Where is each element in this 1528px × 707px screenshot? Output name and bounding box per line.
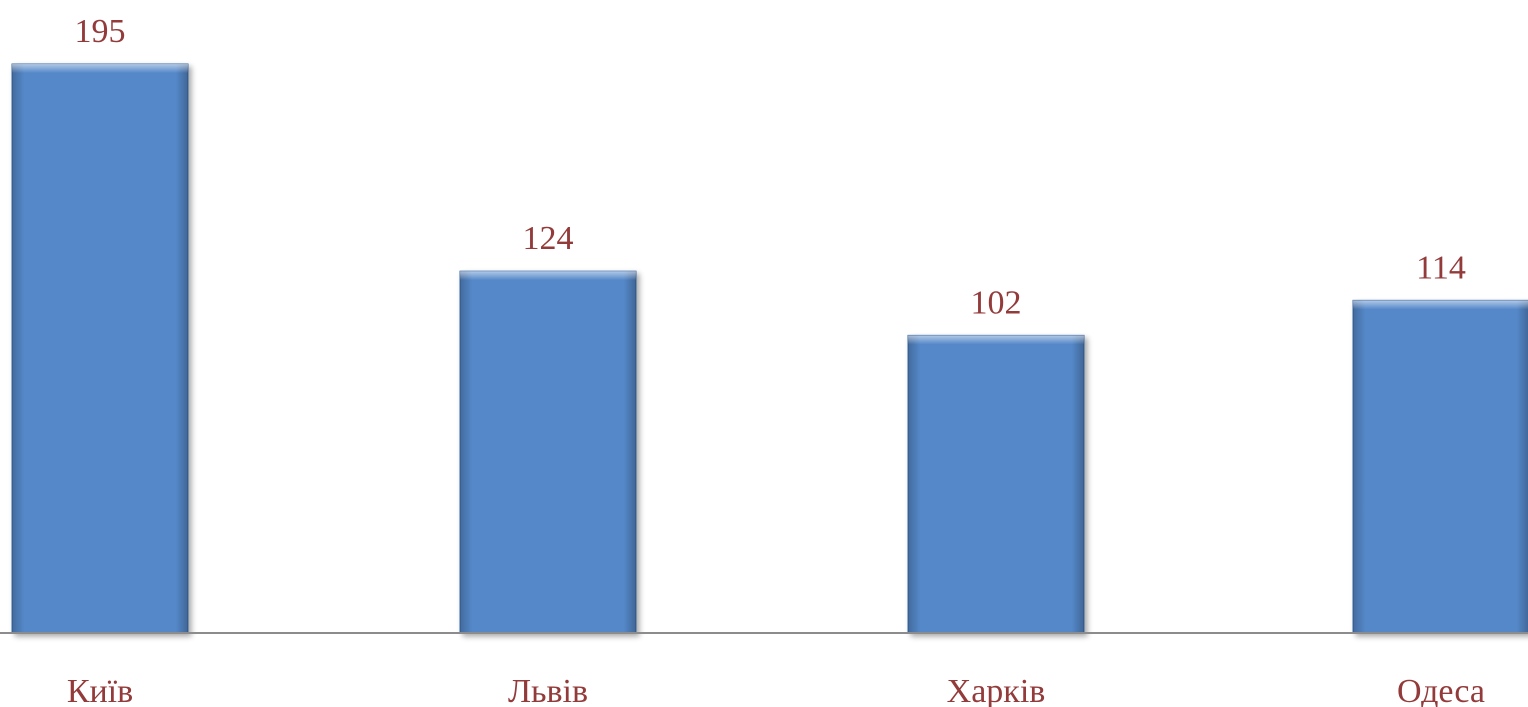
x-tick-label: Львів	[508, 673, 588, 707]
data-label: 195	[75, 13, 126, 50]
x-tick-label: Київ	[67, 673, 133, 707]
bar-top-highlight	[1353, 300, 1528, 310]
bar-4	[1352, 299, 1528, 634]
data-label: 114	[1416, 249, 1466, 286]
bar-top-highlight	[460, 271, 636, 281]
bar-side-shading	[12, 64, 188, 633]
bars-layer	[11, 63, 1528, 634]
bar-top-highlight	[12, 64, 188, 73]
bar-2	[459, 270, 637, 634]
bar-1	[11, 63, 189, 634]
bar-3	[907, 334, 1085, 634]
bar-top-highlight	[908, 335, 1084, 345]
labels-layer: 195 Київ 124 Львів 102 Харків 114 Одеса	[67, 13, 1485, 707]
data-label: 102	[971, 284, 1022, 321]
bar-side-shading	[908, 335, 1084, 633]
bar-side-shading	[1353, 300, 1528, 633]
bar-side-shading	[460, 271, 636, 633]
data-label: 124	[523, 220, 574, 257]
x-tick-label: Харків	[947, 673, 1046, 707]
x-tick-label: Одеса	[1397, 673, 1485, 707]
